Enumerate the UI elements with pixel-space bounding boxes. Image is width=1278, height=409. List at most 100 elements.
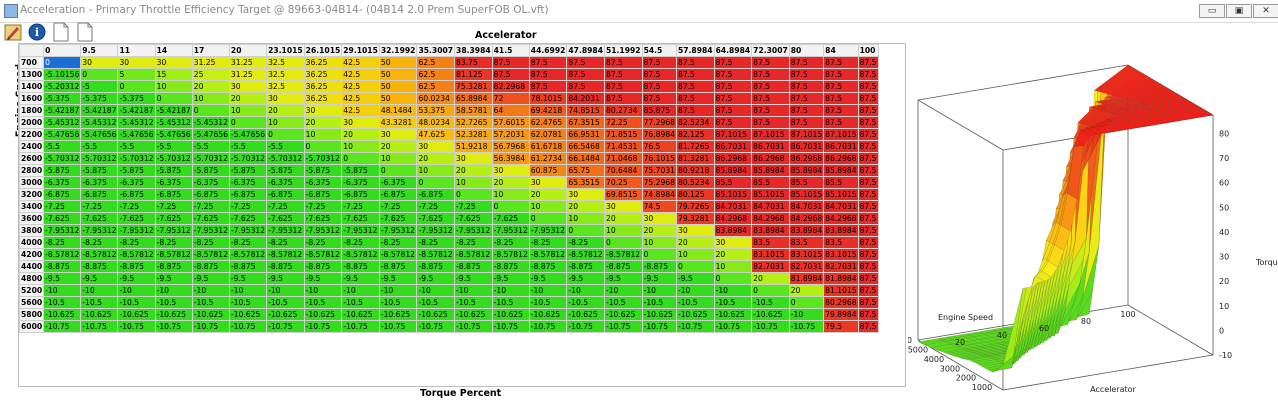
table-cell[interactable]: -7.95312	[341, 224, 380, 237]
table-cell[interactable]: 30	[303, 104, 343, 117]
table-cell[interactable]: 52.3281	[454, 128, 493, 141]
table-cell[interactable]: 71.0468	[603, 152, 643, 165]
table-cell[interactable]: 84.2968	[788, 212, 825, 225]
table-cell[interactable]: 87.5	[857, 164, 879, 177]
table-cell[interactable]: -10.625	[43, 308, 82, 321]
table-cell[interactable]: -8.57812	[228, 248, 268, 261]
table-cell[interactable]: -10.625	[266, 308, 305, 321]
table-cell[interactable]: 82.7031	[788, 260, 825, 273]
table-cell[interactable]: 10	[191, 92, 230, 105]
table-cell[interactable]: -6.875	[341, 188, 380, 201]
table-cell[interactable]: 30	[378, 128, 418, 141]
table-cell[interactable]: 20	[228, 92, 268, 105]
table-cell[interactable]: 71.4531	[603, 140, 643, 153]
table-cell[interactable]: -10	[191, 284, 230, 297]
table-cell[interactable]: -10	[228, 284, 268, 297]
table-cell[interactable]: 36.25	[303, 56, 343, 69]
table-cell[interactable]: 81.7265	[675, 140, 715, 153]
table-cell[interactable]: -9.5	[341, 272, 380, 285]
table-cell[interactable]: 87.5	[713, 116, 753, 129]
table-cell[interactable]: -7.625	[117, 212, 156, 225]
table-cell[interactable]: 87.5	[857, 284, 879, 297]
document-icon[interactable]	[52, 22, 70, 42]
table-cell[interactable]: 84.2968	[823, 212, 859, 225]
table-cell[interactable]: -5.875	[43, 164, 82, 177]
table-cell[interactable]: 87.5	[823, 56, 859, 69]
table-cell[interactable]: -5.70312	[43, 152, 82, 165]
table-cell[interactable]: -5.42187	[154, 104, 193, 117]
table-cell[interactable]: -8.875	[266, 260, 305, 273]
table-cell[interactable]: 87.5	[857, 80, 879, 93]
table-cell[interactable]: -10	[43, 284, 82, 297]
table-cell[interactable]: 85.5	[823, 176, 859, 189]
table-cell[interactable]: -8.25	[378, 236, 418, 249]
table-cell[interactable]: -10.625	[80, 308, 119, 321]
table-cell[interactable]: 87.5	[491, 56, 530, 69]
table-cell[interactable]: 32.5	[266, 56, 305, 69]
table-cell[interactable]: -10	[117, 284, 156, 297]
table-cell[interactable]: 10	[713, 260, 753, 273]
table-cell[interactable]: -6.875	[303, 188, 343, 201]
table-cell[interactable]: 80.125	[675, 188, 715, 201]
table-cell[interactable]: -5.47656	[43, 128, 82, 141]
row-header[interactable]: 3800	[18, 224, 45, 237]
row-header[interactable]: 5600	[18, 296, 45, 309]
table-cell[interactable]: 83.1015	[751, 248, 790, 261]
table-cell[interactable]: 87.5	[857, 104, 879, 117]
row-header[interactable]: 6000	[18, 320, 45, 333]
table-cell[interactable]: 20	[416, 152, 456, 165]
row-header[interactable]: 4000	[18, 236, 45, 249]
table-cell[interactable]: -5.375	[117, 92, 156, 105]
table-cell[interactable]: 30	[675, 224, 715, 237]
table-cell[interactable]: 30	[454, 152, 493, 165]
table-cell[interactable]: -10.75	[751, 320, 790, 333]
table-cell[interactable]: -6.875	[191, 188, 230, 201]
table-cell[interactable]: -10	[675, 284, 715, 297]
table-cell[interactable]: -10	[566, 284, 605, 297]
table-cell[interactable]: 85.5	[751, 176, 790, 189]
table-cell[interactable]: 84.2968	[751, 212, 790, 225]
table-cell[interactable]: -10.625	[228, 308, 268, 321]
table-cell[interactable]: 36.25	[303, 92, 343, 105]
table-cell[interactable]: -10.75	[303, 320, 343, 333]
table-cell[interactable]: -5.70312	[228, 152, 268, 165]
row-header[interactable]: 5800	[18, 308, 45, 321]
table-cell[interactable]: -10.625	[454, 308, 493, 321]
table-cell[interactable]: -9.5	[491, 272, 530, 285]
table-cell[interactable]: -7.25	[266, 200, 305, 213]
table-cell[interactable]: -5.875	[117, 164, 156, 177]
table-cell[interactable]: -6.875	[228, 188, 268, 201]
table-cell[interactable]: 10	[303, 128, 343, 141]
table-cell[interactable]: 10	[566, 212, 605, 225]
table-cell[interactable]: 50	[378, 80, 418, 93]
table-cell[interactable]: 42.5	[341, 68, 380, 81]
table-cell[interactable]: 87.5	[857, 56, 879, 69]
table-cell[interactable]: 87.5	[751, 80, 790, 93]
table-cell[interactable]: 0	[528, 212, 568, 225]
table-cell[interactable]: 87.5	[857, 188, 879, 201]
table-cell[interactable]: 0	[416, 176, 456, 189]
table-cell[interactable]: 51.9218	[454, 140, 493, 153]
table-cell[interactable]: -7.25	[191, 200, 230, 213]
table-cell[interactable]: -10.5	[378, 296, 418, 309]
table-cell[interactable]: 66.1484	[566, 152, 605, 165]
table-cell[interactable]: 87.5	[751, 104, 790, 117]
column-header[interactable]: 11	[117, 44, 156, 57]
table-cell[interactable]: 84.2031	[566, 92, 605, 105]
table-cell[interactable]: 87.5	[857, 176, 879, 189]
table-cell[interactable]: -8.25	[154, 236, 193, 249]
table-cell[interactable]: -10	[266, 284, 305, 297]
table-cell[interactable]: 87.5	[788, 116, 825, 129]
table-cell[interactable]: 52.7265	[454, 116, 493, 129]
table-cell[interactable]: -10	[416, 284, 456, 297]
table-cell[interactable]: 83.8984	[823, 224, 859, 237]
row-header[interactable]: 2000	[18, 116, 45, 129]
table-cell[interactable]: -5.45312	[191, 116, 230, 129]
row-header[interactable]: 2200	[18, 128, 45, 141]
table-cell[interactable]: -7.25	[154, 200, 193, 213]
table-cell[interactable]: -8.875	[43, 260, 82, 273]
table-cell[interactable]: -5.875	[266, 164, 305, 177]
table-cell[interactable]: 87.5	[528, 68, 568, 81]
column-header[interactable]: 26.1015	[303, 44, 343, 57]
table-cell[interactable]: 87.5	[823, 104, 859, 117]
